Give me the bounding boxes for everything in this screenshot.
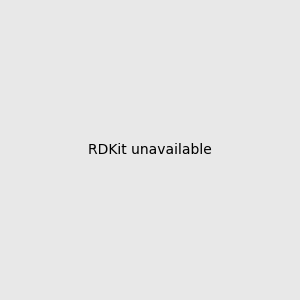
Text: RDKit unavailable: RDKit unavailable bbox=[88, 143, 212, 157]
